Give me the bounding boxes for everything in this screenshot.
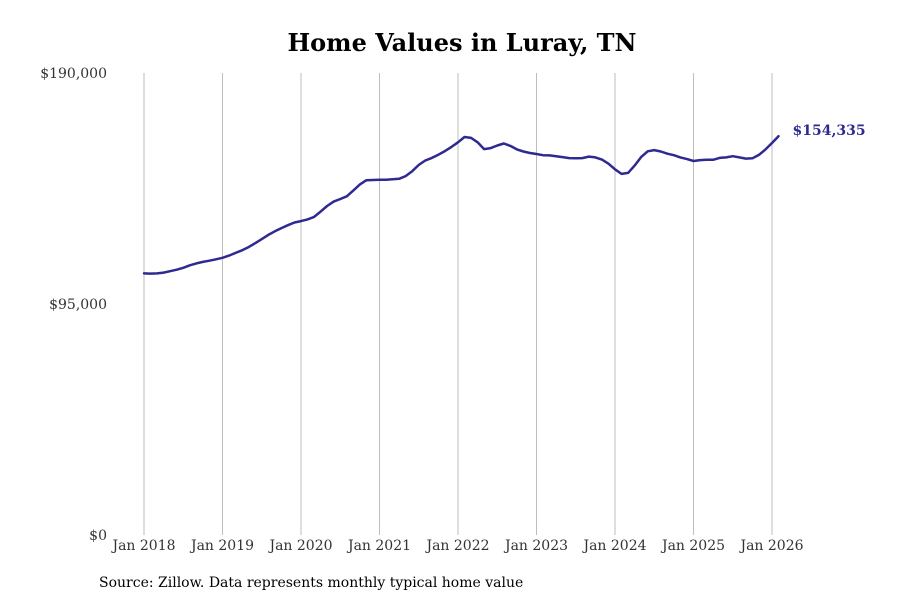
x-tick-label: Jan 2023: [503, 538, 568, 554]
x-tick-label: Jan 2024: [581, 538, 646, 554]
x-tick-label: Jan 2026: [738, 538, 803, 554]
x-tick-label: Jan 2022: [424, 538, 489, 554]
x-tick-label: Jan 2019: [189, 538, 254, 554]
y-tick-label: $0: [89, 528, 107, 544]
x-tick-label: Jan 2020: [267, 538, 332, 554]
y-axis-labels: $0 $95,000 $190,000: [40, 66, 107, 544]
end-value-label: $154,335: [793, 123, 866, 139]
y-tick-label: $95,000: [49, 297, 107, 313]
x-tick-label: Jan 2021: [346, 538, 411, 554]
series-line: [142, 134, 780, 275]
x-axis-labels: Jan 2018 Jan 2019 Jan 2020 Jan 2021 Jan 2022…: [110, 538, 803, 554]
chart-title: Home Values in Luray, TN: [288, 28, 637, 57]
x-tick-label: Jan 2025: [660, 538, 725, 554]
y-tick-label: $190,000: [40, 66, 107, 82]
gridlines: [143, 73, 773, 535]
series-layer: $154,335: [142, 123, 866, 275]
x-tick-label: Jan 2018: [110, 538, 175, 554]
source-note: Source: Zillow. Data represents monthly …: [99, 575, 523, 591]
